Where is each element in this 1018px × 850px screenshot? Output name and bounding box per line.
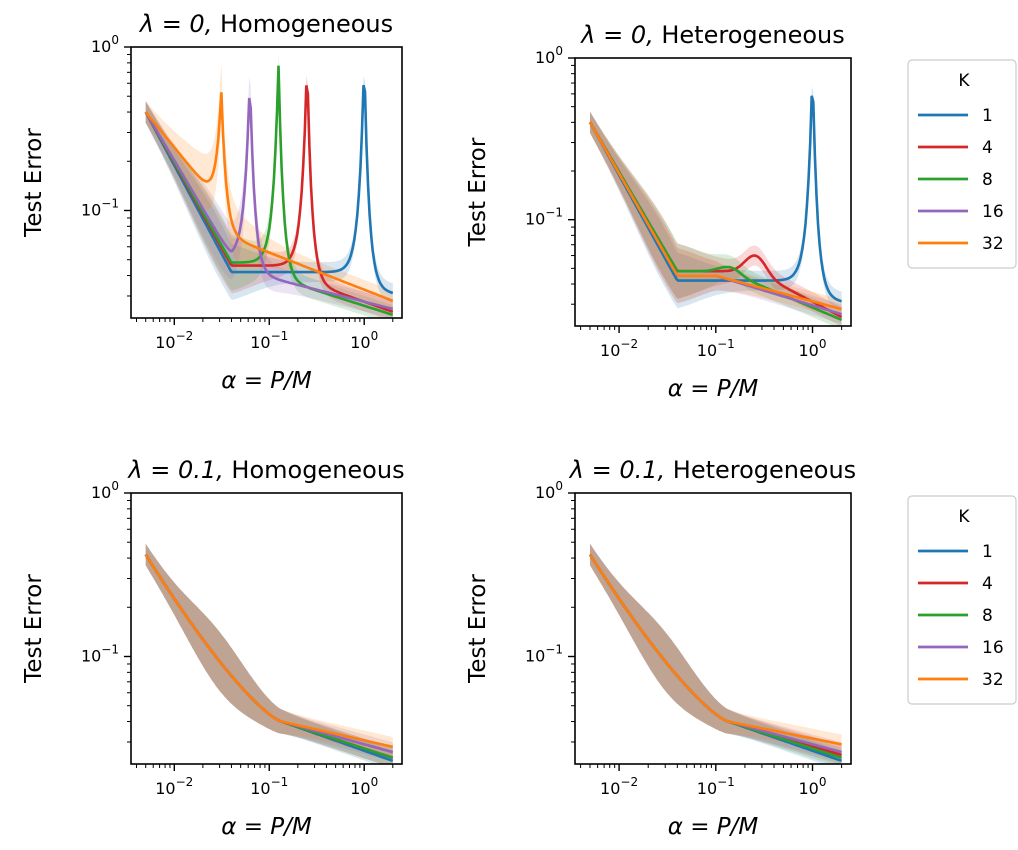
band-K8	[145, 53, 393, 318]
x-axis-label: α = P/M	[668, 376, 759, 402]
x-tick-label: 100	[799, 337, 827, 360]
legend: K1 4 8 16 32	[907, 495, 1017, 705]
legend-frame	[907, 59, 1017, 269]
x-tick-label: 100	[799, 775, 827, 798]
y-tick-label: 100	[91, 33, 119, 56]
band-K1	[145, 75, 393, 303]
x-tick-label: 10−2	[600, 337, 638, 360]
axes-frame	[574, 57, 852, 327]
plot-area	[588, 543, 843, 764]
y-tick-label: 100	[91, 479, 119, 502]
legend-label: 8	[982, 170, 993, 190]
panel-p01: 10−2 10−1 100 10−1 100 λ = 0, Heterogeneous α …	[465, 21, 852, 402]
legend-label: 1	[982, 106, 993, 126]
plot-area	[588, 86, 843, 326]
x-tick-label: 10−2	[155, 329, 193, 352]
panel-title: λ = 0.1, Heterogeneous	[568, 456, 856, 484]
band-K1	[590, 86, 842, 311]
plot-area	[144, 53, 394, 318]
y-tick-label: 10−1	[81, 642, 119, 665]
y-axis-label: Test Error	[21, 128, 47, 238]
band-K4	[590, 543, 842, 764]
panel-title: λ = 0, Homogeneous	[138, 10, 393, 38]
series-line-K32	[144, 553, 394, 749]
x-tick-label: 10−1	[697, 337, 735, 360]
series-line-K16	[144, 97, 394, 311]
series-line-K1	[144, 84, 394, 295]
y-tick-label: 10−1	[525, 206, 563, 229]
series-line-K32	[144, 92, 394, 303]
series-line-K32	[588, 553, 842, 746]
band-K32	[590, 543, 842, 755]
legend: K1 4 8 16 32	[907, 59, 1017, 269]
x-axis-label: α = P/M	[221, 814, 312, 840]
axes-frame	[130, 46, 403, 319]
x-tick-label: 100	[350, 775, 378, 798]
legend-frame	[907, 495, 1017, 705]
panel-p10: 10−2 10−1 100 10−1 100 λ = 0.1, Homogeneous α …	[21, 456, 405, 840]
panel-title: λ = 0.1, Homogeneous	[126, 456, 404, 484]
legend-label: 4	[982, 138, 993, 158]
legend-label: 4	[982, 574, 993, 594]
y-axis-label: Test Error	[21, 574, 47, 684]
panel-p00: 10−2 10−1 100 10−1 100 λ = 0, Homogeneous α = …	[21, 10, 403, 394]
legend-label: 16	[982, 638, 1004, 658]
x-tick-label: 10−1	[250, 329, 288, 352]
legend-label: 32	[982, 234, 1004, 254]
x-axis-label: α = P/M	[221, 368, 312, 394]
y-tick-label: 10−1	[525, 642, 563, 665]
legend-label: 32	[982, 670, 1004, 690]
y-tick-label: 100	[535, 479, 563, 502]
y-axis-label: Test Error	[465, 574, 491, 684]
series-line-K32	[588, 121, 843, 311]
x-tick-label: 10−1	[697, 775, 735, 798]
band-K32	[145, 62, 393, 311]
band-K8	[590, 543, 842, 764]
x-tick-label: 100	[350, 329, 378, 352]
legend-label: 16	[982, 202, 1004, 222]
axes-frame	[574, 492, 852, 765]
legend-label: 1	[982, 542, 993, 562]
plot-area	[144, 543, 394, 764]
series-line-K8	[144, 65, 394, 317]
x-axis-label: α = P/M	[668, 814, 759, 840]
y-tick-label: 10−1	[81, 196, 119, 219]
x-tick-label: 10−1	[250, 775, 288, 798]
legend-title: K	[958, 71, 970, 91]
axes-frame	[130, 492, 403, 765]
legend-title: K	[958, 507, 970, 527]
y-axis-label: Test Error	[465, 137, 491, 247]
band-K1	[145, 543, 393, 764]
y-tick-label: 100	[535, 44, 563, 67]
band-K1	[590, 543, 842, 764]
band-K32	[145, 543, 393, 757]
x-tick-label: 10−2	[600, 775, 638, 798]
x-tick-label: 10−2	[155, 775, 193, 798]
legend-label: 8	[982, 606, 993, 626]
panel-title: λ = 0, Heterogeneous	[579, 21, 845, 49]
